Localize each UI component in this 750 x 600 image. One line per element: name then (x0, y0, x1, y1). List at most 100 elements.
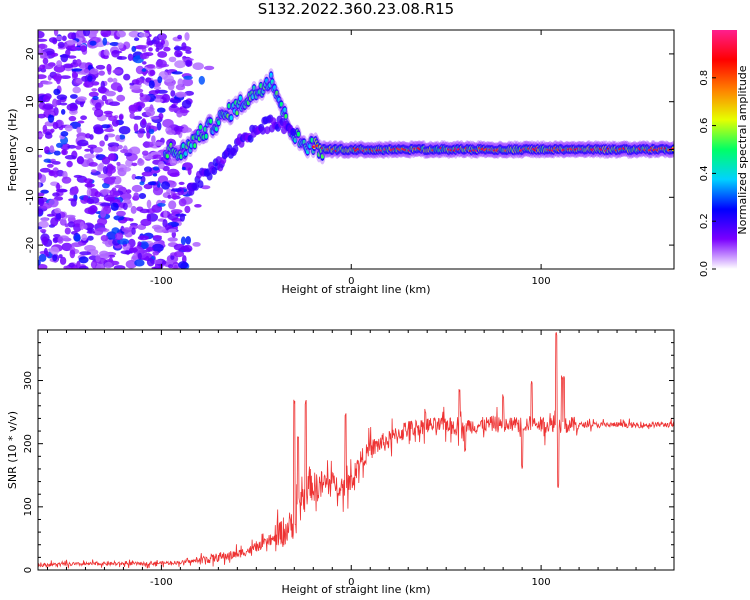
noise-blob (158, 33, 167, 41)
noise-blob (171, 103, 176, 108)
noise-blob (92, 95, 99, 101)
noise-blob (146, 257, 155, 267)
noise-blob (168, 56, 177, 63)
noise-blob (71, 242, 83, 248)
noise-blob (107, 67, 112, 75)
secondary-track (259, 126, 266, 135)
track-core (306, 149, 310, 155)
noise-blob (162, 118, 174, 128)
noise-blob (56, 142, 63, 148)
noise-blob (110, 202, 119, 211)
noise-blob (89, 40, 97, 46)
noise-blob (116, 94, 126, 102)
noise-blob (171, 71, 183, 75)
noise-blob (48, 37, 58, 43)
noise-blob (134, 259, 145, 267)
noise-blob (67, 55, 77, 59)
noise-blob (116, 210, 126, 217)
noise-blob (111, 145, 119, 152)
noise-blob (131, 162, 138, 167)
noise-blob (79, 45, 87, 52)
noise-blob (122, 202, 128, 210)
noise-blob (56, 35, 63, 41)
noise-blob (152, 141, 165, 146)
noise-blob (87, 144, 98, 149)
noise-blob (60, 75, 71, 79)
noise-blob (135, 44, 147, 50)
noise-blob (59, 256, 67, 265)
noise-blob (65, 214, 76, 219)
colorbar-ticks: 0.0 0.2 0.4 0.6 0.8 (699, 70, 716, 277)
noise-blob (50, 112, 55, 116)
noise-blob (38, 154, 43, 158)
track-core (284, 114, 288, 119)
track-core (169, 142, 173, 148)
track-core (229, 115, 233, 121)
noise-blob (93, 108, 104, 118)
noise-blob (60, 131, 69, 137)
noise-blob (42, 57, 49, 65)
noise-blob (123, 166, 132, 172)
noise-blob (141, 171, 154, 177)
noise-blob (89, 147, 95, 154)
noise-blob (101, 94, 108, 102)
track-core (196, 130, 200, 136)
noise-blob (93, 124, 103, 132)
noise-blob (100, 209, 107, 218)
noise-blob (100, 124, 111, 129)
noise-blob (42, 103, 54, 110)
noise-blob (111, 227, 120, 234)
noise-blob (115, 232, 124, 241)
noise-blob (70, 198, 77, 207)
secondary-track (264, 126, 271, 135)
noise-blob (153, 86, 162, 90)
noise-blob (79, 100, 84, 108)
noise-blob (110, 82, 122, 91)
noise-blob (157, 76, 163, 84)
noise-blob (68, 115, 77, 122)
noise-blob (90, 260, 98, 269)
noise-blob (166, 70, 172, 76)
noise-blob (83, 178, 93, 184)
x-tick-label: 0 (348, 276, 354, 287)
secondary-track (206, 172, 213, 181)
noise-blob (66, 103, 79, 112)
noise-blob (100, 202, 112, 207)
snr-frame (37, 329, 675, 571)
noise-blob (77, 120, 85, 124)
noise-blob (52, 98, 58, 108)
noise-blob (123, 73, 131, 81)
noise-blob (49, 145, 55, 154)
noise-blob (143, 183, 153, 190)
noise-blob (78, 256, 89, 264)
noise-blob (88, 91, 99, 98)
noise-blob (61, 149, 68, 156)
noise-blob (140, 218, 152, 226)
noise-blob (148, 80, 155, 89)
noise-blob (61, 176, 72, 184)
noise-blob (116, 56, 128, 60)
noise-blob (50, 217, 59, 227)
noise-blob (41, 236, 49, 246)
noise-blob (102, 189, 108, 196)
noise-blob (46, 213, 55, 217)
noise-blob (54, 207, 61, 214)
noise-blob (70, 94, 78, 99)
noise-blob (83, 153, 95, 159)
noise-blob (137, 235, 150, 241)
noise-blob (102, 37, 108, 46)
noise-blob (67, 221, 76, 228)
noise-blob (39, 64, 46, 70)
noise-blob (113, 265, 126, 269)
noise-blob (71, 46, 82, 51)
noise-blob (38, 221, 49, 228)
noise-blob (152, 154, 162, 159)
x-tick-label: 0 (348, 577, 354, 588)
track-core (235, 110, 239, 116)
y-tick-label: -10 (25, 189, 36, 205)
noise-blob (135, 65, 145, 75)
track-core (209, 118, 213, 124)
track-core (320, 154, 324, 159)
track-core (184, 151, 188, 156)
noise-blob (53, 30, 59, 36)
